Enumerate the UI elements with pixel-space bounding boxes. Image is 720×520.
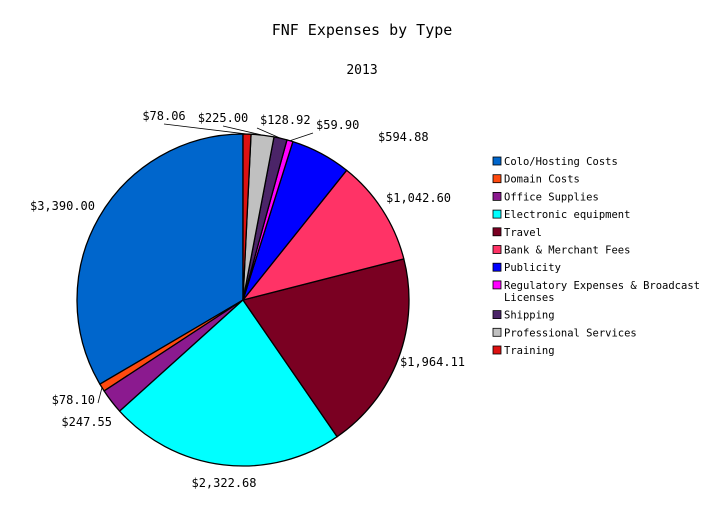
data-label-3: $247.55 [61,415,112,429]
data-label-11: $78.06 [142,109,185,123]
legend-swatch-1 [492,156,502,166]
legend-label-10: Professional Services [504,327,637,339]
label-leader-lines [97,123,314,404]
data-label-5: $1,964.11 [400,355,465,369]
leader-line-9 [256,127,281,139]
legend-swatch-8 [492,280,502,290]
pie-slices [76,133,410,467]
chart-title: FNF Expenses by Type [272,21,453,39]
pie-slice-1 [76,133,244,385]
data-label-9: $128.92 [260,113,311,127]
legend-label-9: Shipping [504,310,555,322]
legend-swatch-7 [492,262,502,272]
legend-label-2: Domain Costs [504,174,580,186]
data-label-8: $59.90 [316,118,359,132]
data-label-6: $1,042.60 [386,191,451,205]
legend-swatch-9 [492,310,502,320]
legend-label-1: Colo/Hosting Costs [504,156,618,168]
leader-line-10 [222,125,263,136]
pie-slice-6 [242,169,405,301]
pie-slice-4 [119,299,338,467]
legend-label-3: Office Supplies [504,191,599,203]
legend: Colo/Hosting Costs Domain Costs Office Sup… [492,156,700,357]
data-label-10: $225.00 [198,111,249,125]
legend-label-8-line-2: Licenses [504,292,555,304]
data-label-2: $78.10 [52,393,95,407]
legend-label-5: Travel [504,227,542,239]
legend-swatch-3 [492,191,502,201]
leader-line-11 [163,123,248,135]
legend-swatch-10 [492,327,502,337]
leader-line-8 [289,132,314,142]
legend-swatch-6 [492,245,502,254]
chart-subtitle: 2013 [346,63,377,78]
leader-line-2 [97,387,103,404]
pie-slice-5 [242,258,410,438]
legend-label-7: Publicity [504,262,561,274]
legend-swatch-4 [492,209,502,219]
data-label-4: $2,322.68 [191,476,256,490]
legend-label-4: Electronic equipment [504,209,630,221]
legend-swatch-11 [492,345,502,355]
legend-label-11: Training [504,345,555,357]
legend-swatch-2 [492,174,502,184]
legend-label-6: Bank & Merchant Fees [504,245,630,257]
legend-label-8: Regulatory Expenses & Broadcast [504,280,700,292]
legend-swatch-5 [492,227,502,237]
data-label-1: $3,390.00 [30,199,95,213]
data-labels: $3,390.00 $78.10 $247.55 $2,322.68 $1,964.11… [30,109,465,490]
data-label-7: $594.88 [378,130,429,144]
